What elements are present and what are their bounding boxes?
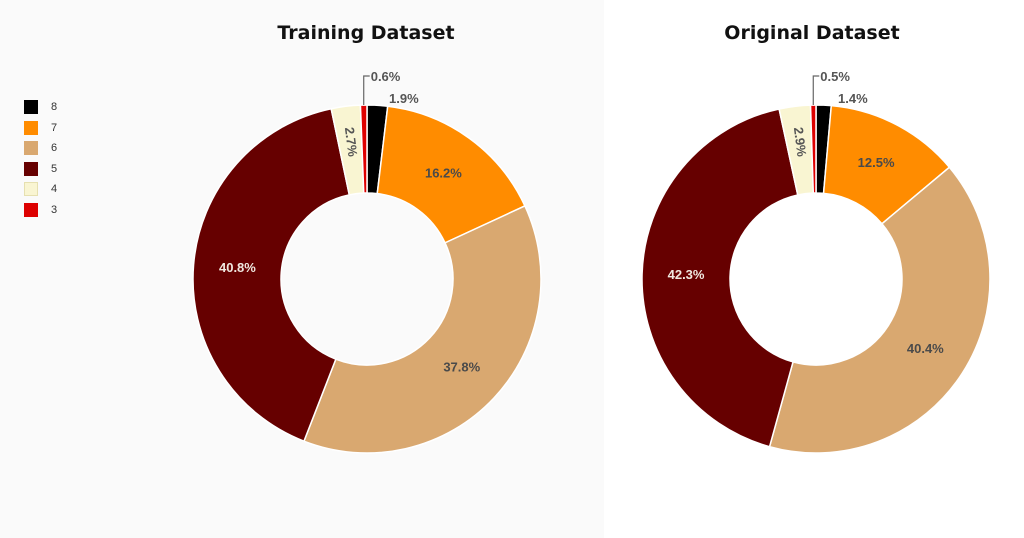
legend-swatch-7 [24,120,38,135]
legend-label-4: 4 [51,183,58,196]
slice-5 [192,107,351,443]
slice-6 [302,204,542,454]
data-label-7: 16.2% [425,165,462,180]
legend-swatch-5 [24,161,38,176]
slice-7 [376,105,526,244]
legend-label-6: 6 [51,142,58,155]
data-label-5: 42.3% [668,267,705,282]
legend-label-5: 5 [51,162,58,175]
legend-swatch-4 [24,182,38,197]
data-label-3: 0.6% [371,69,401,84]
data-label-8: 1.9% [389,91,419,106]
leader-line-3 [363,75,370,106]
data-label-5: 40.8% [219,260,256,275]
legend-label-7: 7 [51,121,58,134]
legend-item-3: 3 [24,200,57,221]
slice-6 [768,166,991,454]
legend-swatch-6 [24,141,38,156]
data-label-3: 0.5% [820,69,850,84]
chart-title-original: Original Dataset [724,22,900,44]
slice-5 [641,108,799,448]
data-label-8: 1.4% [838,91,868,106]
legend-item-5: 5 [24,159,57,180]
legend-swatch-3 [24,202,38,217]
data-label-7: 12.5% [858,155,895,170]
data-label-6: 40.4% [907,341,944,356]
legend-swatch-8 [24,100,38,115]
slice-3 [809,104,817,194]
data-label-4: 2.9% [791,126,810,158]
chart-title-training: Training Dataset [277,22,455,44]
data-label-6: 37.8% [443,359,480,374]
legend-item-8: 8 [24,97,57,118]
legend: 8 7 6 5 4 3 [24,97,57,220]
legend-item-7: 7 [24,118,57,139]
legend-item-4: 4 [24,179,57,200]
legend-label-3: 3 [51,203,58,216]
slice-3 [359,104,368,194]
legend-item-6: 6 [24,138,57,159]
leader-line-3 [812,75,820,106]
legend-label-8: 8 [51,101,58,114]
data-label-4: 2.7% [342,126,361,158]
donut-chart-training: 1.9% 16.2% 37.8% 40.8% 2.7% 0.6% [192,69,542,454]
